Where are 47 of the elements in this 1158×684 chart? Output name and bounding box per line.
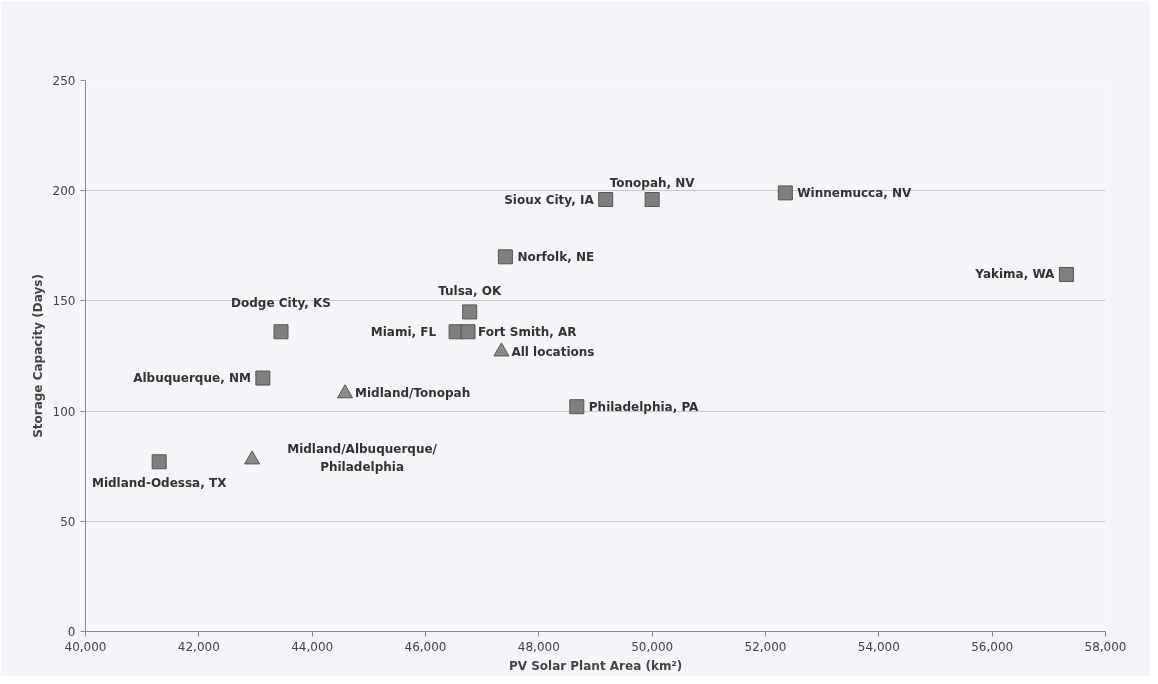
annotation: Fort Smith, AR <box>478 324 577 339</box>
annotation: Miami, FL <box>370 324 437 339</box>
point <box>151 454 167 470</box>
point <box>569 399 585 415</box>
x-tick-label: 52,000 <box>744 639 787 654</box>
point <box>598 192 614 208</box>
x-tick-label: 46,000 <box>404 639 447 654</box>
y-tick-label: 150 <box>52 294 76 309</box>
x-tick-label: 58,000 <box>1084 639 1127 654</box>
x-axis-title: PV Solar Plant Area (km²) <box>508 658 683 673</box>
x-tick-label: 56,000 <box>971 639 1014 654</box>
annotation: Midland/Tonopah <box>355 386 471 401</box>
annotation: Sioux City, IA <box>504 192 595 207</box>
y-axis-title: Storage Capacity (Days) <box>30 274 45 438</box>
annotation: Yakima, WA <box>974 267 1056 282</box>
x-tick-label: 44,000 <box>291 639 334 654</box>
point <box>255 370 271 386</box>
point <box>777 185 793 201</box>
x-tick-label: 54,000 <box>857 639 900 654</box>
annotation: Tonopah, NV <box>609 175 696 190</box>
y-tick-label: 0 <box>67 625 76 639</box>
annotation: Norfolk, NE <box>517 249 595 264</box>
annotation: All locations <box>511 344 595 359</box>
annotation: Midland-Odessa, TX <box>91 475 228 490</box>
point <box>244 450 261 465</box>
y-tick-label: 50 <box>60 514 76 529</box>
point <box>337 384 354 399</box>
point <box>1058 266 1074 282</box>
x-tick-label: 50,000 <box>631 639 674 654</box>
point <box>497 249 513 265</box>
point <box>493 342 510 357</box>
annotation: Midland/Albuquerque/ Philadelphia <box>287 441 438 474</box>
x-tick-label: 40,000 <box>64 639 107 654</box>
point <box>460 324 476 340</box>
annotation: Albuquerque, NM <box>133 371 251 386</box>
x-tick-label: 42,000 <box>177 639 220 654</box>
annotation: Tulsa, OK <box>438 283 502 298</box>
y-tick-label: 100 <box>52 404 76 419</box>
y-tick-label: 250 <box>52 74 76 88</box>
x-tick-label: 48,000 <box>517 639 560 654</box>
point <box>273 324 289 340</box>
point <box>644 192 660 208</box>
y-tick-label: 200 <box>52 184 76 199</box>
annotation: Winnemucca, NV <box>797 185 913 200</box>
annotation: Dodge City, KS <box>231 295 331 310</box>
annotation: Philadelphia, PA <box>588 399 700 414</box>
point <box>462 304 478 320</box>
